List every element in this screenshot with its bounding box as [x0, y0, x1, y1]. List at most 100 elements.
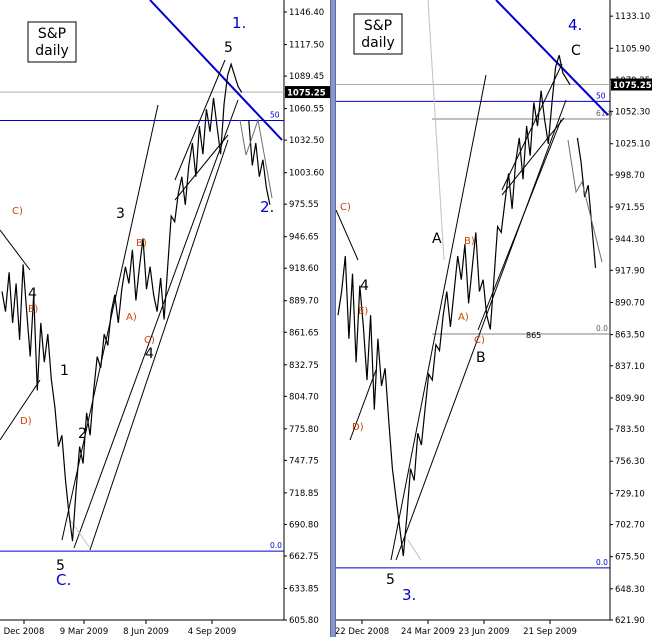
x-tick-label: 4 Sep 2009	[188, 627, 236, 637]
channel-lower	[395, 99, 567, 561]
fib-level-label: 50	[596, 91, 606, 100]
fib-level-label: 50	[270, 110, 280, 119]
y-tick-label: 889.70	[289, 297, 319, 307]
wave-label-black: A	[432, 231, 442, 247]
y-tick-label: 729.10	[615, 489, 645, 499]
projected-path-line	[567, 139, 603, 263]
right-chart: 1133.101105.901079.251052.301025.10998.7…	[335, 0, 652, 637]
x-tick-label: Dec 2008	[4, 627, 45, 637]
chart-title-line: S&P	[364, 18, 392, 34]
downtrend-line	[495, 0, 609, 116]
wave-label-black: 4	[360, 278, 369, 294]
channel-upper	[390, 74, 487, 561]
y-tick-label: 1003.60	[289, 169, 324, 179]
y-tick-label: 946.65	[289, 233, 319, 243]
channel-upper	[73, 99, 239, 549]
y-tick-label: 756.30	[615, 457, 645, 467]
wave-label-orange: C)	[144, 335, 155, 346]
wave-label-blue: 3.	[402, 586, 416, 604]
wave-label-black: 4	[145, 346, 154, 362]
wave-label-orange: D)	[352, 422, 364, 433]
rising-wedge-upper	[174, 59, 226, 181]
downtrend-line	[149, 0, 283, 141]
x-tick-label: 8 Jun 2009	[123, 627, 169, 637]
y-tick-label: 998.70	[615, 171, 645, 181]
dotted-guide	[407, 539, 422, 561]
y-tick-label: 917.90	[615, 266, 645, 276]
y-tick-label: 718.85	[289, 489, 319, 499]
wave-label-orange: C)	[474, 335, 485, 346]
channel-mid	[477, 119, 562, 331]
y-tick-label: 918.60	[289, 264, 319, 274]
y-tick-label: 1052.30	[615, 108, 650, 118]
fib-level-label: 0.0	[596, 558, 608, 567]
chart-title-line: daily	[361, 35, 395, 51]
projected-path-line	[239, 118, 273, 199]
x-tick-label: 23 Jun 2009	[458, 627, 509, 637]
y-tick-label: 1117.50	[289, 41, 324, 51]
y-tick-label: 1105.90	[615, 44, 650, 54]
wave-label-blue: 2.	[260, 198, 274, 216]
y-tick-label: 605.80	[289, 616, 319, 626]
wave-label-orange: E)	[358, 306, 368, 317]
y-tick-label: 863.50	[615, 331, 645, 341]
wave-label-black: 2	[78, 426, 87, 442]
wave-label-orange: E)	[28, 304, 38, 315]
last-price-box	[285, 86, 330, 99]
y-tick-label: 832.75	[289, 361, 319, 371]
channel-lower	[89, 139, 229, 551]
fib-level-label: 0.0	[270, 541, 282, 550]
y-tick-label: 690.80	[289, 520, 319, 530]
y-tick-label: 975.55	[289, 200, 319, 210]
price-series-line	[337, 55, 597, 557]
wave-label-black: 5	[224, 40, 233, 56]
x-tick-label: 22 Dec 2008	[336, 627, 389, 637]
y-tick-label: 675.50	[615, 553, 645, 563]
chart-title-line: S&P	[38, 26, 66, 42]
y-tick-label: 890.70	[615, 298, 645, 308]
y-tick-label: 837.10	[615, 362, 645, 372]
y-tick-label: 633.85	[289, 584, 319, 594]
y-tick-label: 971.55	[615, 203, 645, 213]
y-tick-label: 621.90	[615, 616, 645, 626]
wave-label-orange: C)	[12, 206, 23, 217]
left-chart-panel: 1146.40 1117.50 1089.45 1060.55 1032.50 1003.…	[0, 0, 330, 637]
chart-title-box	[27, 21, 77, 63]
x-tick-label: 21 Sep 2009	[523, 627, 577, 637]
y-tick-label: 747.75	[289, 456, 319, 466]
x-tick-label: 24 Mar 2009	[401, 627, 455, 637]
wave-label-black: B	[476, 350, 486, 366]
wave-label-blue: C.	[56, 571, 71, 589]
level-label: 865	[526, 331, 541, 340]
wave-label-orange: A)	[126, 312, 137, 323]
chart-title-box	[353, 13, 403, 55]
price-series-line	[1, 62, 271, 542]
wave-label-black: 5	[56, 558, 65, 574]
chart-title-line: daily	[35, 43, 69, 59]
last-price-label: 1075.25	[613, 81, 652, 91]
left-chart: 1146.40 1117.50 1089.45 1060.55 1032.50 1003.…	[0, 0, 330, 637]
fib-level-label: 0.0	[596, 324, 608, 333]
y-tick-label: 1032.50	[289, 136, 324, 146]
y-tick-label: 1133.10	[615, 12, 650, 22]
y-tick-label: 1060.55	[289, 105, 324, 115]
panel-divider	[330, 0, 336, 637]
right-chart-panel: 1133.101105.901079.251052.301025.10998.7…	[335, 0, 652, 637]
y-tick-label: 861.65	[289, 328, 319, 338]
left-arc-line	[335, 209, 359, 261]
y-tick-label: 809.90	[615, 394, 645, 404]
y-tick-label: 702.70	[615, 521, 645, 531]
wave-label-black: 1	[60, 363, 69, 379]
y-tick-label: 1025.10	[615, 140, 650, 150]
wave-label-orange: D)	[20, 416, 32, 427]
wave-label-blue: 4.	[568, 16, 582, 34]
y-tick-label: 944.30	[615, 235, 645, 245]
dotted-guide	[427, 0, 445, 261]
wave-label-orange: B)	[136, 238, 147, 249]
fib-level-label: 61.8	[596, 109, 613, 118]
wave-label-orange: A)	[458, 312, 469, 323]
y-tick-label: 804.70	[289, 392, 319, 402]
left-channel-line	[349, 369, 377, 441]
y-tick-label: 648.30	[615, 585, 645, 595]
y-tick-label: 662.75	[289, 552, 319, 562]
